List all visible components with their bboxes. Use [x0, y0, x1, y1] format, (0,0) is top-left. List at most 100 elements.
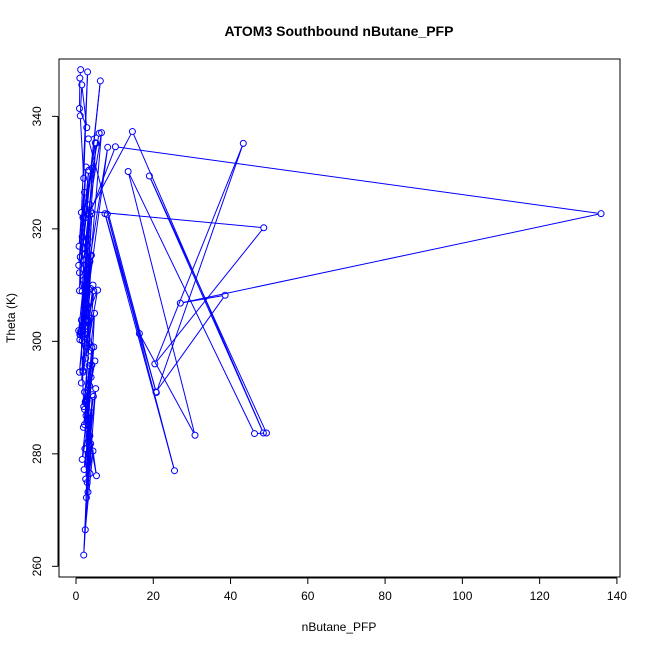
- series-segment: [118, 146, 599, 214]
- data-point: [101, 210, 109, 218]
- data-point: [77, 328, 85, 336]
- y-tick-label: 300: [30, 331, 44, 351]
- data-point: [83, 396, 91, 404]
- series-segment: [88, 133, 132, 212]
- data-point: [81, 526, 89, 534]
- y-tick-label: 260: [30, 556, 44, 576]
- series-segment: [88, 293, 94, 318]
- series-segment: [79, 87, 83, 113]
- data-point: [171, 467, 179, 475]
- data-point: [86, 441, 94, 449]
- series-segment: [81, 74, 88, 210]
- data-point: [91, 309, 99, 317]
- data-point: [176, 299, 184, 307]
- data-point: [88, 164, 96, 172]
- data-point: [81, 388, 88, 396]
- data-point: [152, 388, 160, 396]
- data-point: [85, 362, 93, 370]
- data-point: [84, 235, 92, 243]
- data-point: [260, 224, 268, 232]
- data-point: [80, 403, 88, 411]
- data-point: [597, 210, 605, 218]
- series-segment: [93, 211, 261, 228]
- data-point: [128, 128, 136, 136]
- data-point: [87, 373, 95, 381]
- data-point: [76, 112, 84, 120]
- series-segment: [91, 149, 115, 209]
- series-segment: [156, 229, 263, 362]
- data-point: [75, 368, 83, 376]
- data-point: [77, 379, 85, 387]
- data-point: [124, 167, 132, 175]
- data-point: [145, 172, 153, 180]
- data-point: [86, 470, 94, 478]
- series-segment: [183, 295, 223, 304]
- series-segment: [84, 335, 89, 342]
- data-point: [83, 242, 91, 250]
- x-tick-label: 80: [378, 589, 392, 603]
- data-point: [80, 174, 88, 182]
- series-segment: [156, 146, 243, 390]
- data-point: [78, 455, 86, 463]
- series-segment: [78, 322, 82, 328]
- data-point: [82, 316, 90, 324]
- data-point: [75, 287, 83, 295]
- data-point: [88, 361, 96, 369]
- data-point: [84, 417, 92, 425]
- data-point: [79, 214, 87, 222]
- x-axis: 0 20 40 60 80 100 120 140: [73, 577, 627, 603]
- data-point: [84, 458, 92, 466]
- data-point: [85, 340, 93, 348]
- data-point: [81, 205, 89, 213]
- data-point: [78, 287, 86, 295]
- data-point: [87, 284, 95, 292]
- data-point: [83, 124, 91, 132]
- data-point: [75, 104, 83, 112]
- data-point: [86, 257, 94, 265]
- data-point: [86, 382, 94, 390]
- data-point: [75, 269, 83, 277]
- data-point: [262, 429, 270, 437]
- data-point: [151, 360, 159, 368]
- data-point: [104, 143, 112, 151]
- series-segment: [105, 216, 175, 468]
- data-point: [84, 135, 92, 143]
- x-axis-label: nButane_PFP: [302, 620, 377, 634]
- x-tick-label: 140: [607, 589, 627, 603]
- data-point: [111, 143, 119, 151]
- data-point: [92, 472, 100, 480]
- y-axis: 260 280 300 320 340: [30, 106, 59, 576]
- data-point: [87, 251, 95, 259]
- y-tick-label: 340: [30, 106, 44, 126]
- data-point: [95, 129, 103, 137]
- data-point: [82, 266, 90, 274]
- data-point: [82, 286, 90, 294]
- series-segment: [150, 178, 266, 431]
- data-point: [82, 354, 90, 362]
- data-point: [239, 139, 247, 147]
- data-point: [80, 466, 88, 474]
- data-point: [251, 430, 258, 438]
- data-point: [75, 261, 83, 269]
- data-point: [87, 440, 95, 448]
- series-segment: [90, 316, 95, 348]
- x-tick-label: 0: [73, 589, 80, 603]
- data-point: [81, 323, 89, 331]
- series-segment: [88, 349, 95, 419]
- data-point: [81, 188, 88, 196]
- x-tick-label: 20: [147, 589, 161, 603]
- data-point: [80, 251, 88, 259]
- data-series: [75, 66, 605, 559]
- data-point: [78, 81, 86, 89]
- series-segment: [128, 174, 195, 433]
- data-point: [96, 77, 104, 85]
- chart-title: ATOM3 Southbound nButane_PFP: [225, 23, 454, 39]
- plot-area: [58, 58, 621, 578]
- data-point: [87, 207, 95, 215]
- y-axis-label: Theta (K): [4, 293, 18, 343]
- data-point: [82, 412, 90, 420]
- data-point: [91, 139, 99, 147]
- data-point: [191, 431, 199, 439]
- data-point: [86, 432, 94, 440]
